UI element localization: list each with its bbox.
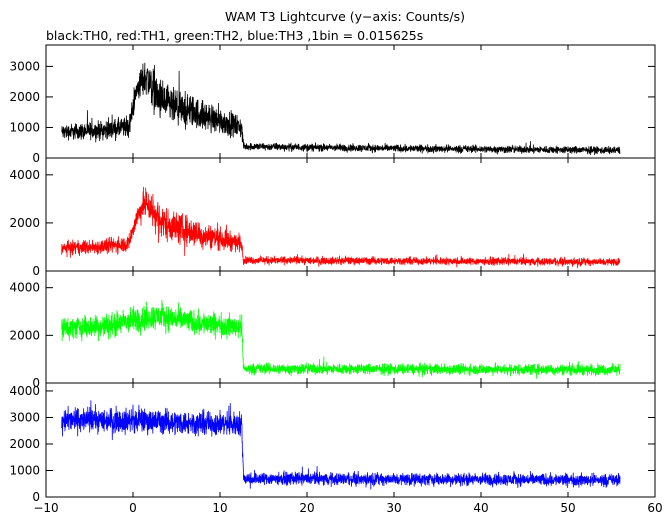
panel-frame: [45, 44, 656, 159]
plot-area: 0100020003000020004000020004000010002000…: [9, 44, 663, 515]
series-line-th2: [61, 299, 621, 379]
y-tick-label: 0: [32, 264, 40, 278]
x-tick-label: 20: [299, 501, 314, 515]
y-tick-label: 3000: [9, 59, 40, 73]
y-tick-label: 0: [32, 151, 40, 165]
y-tick-label: 2000: [9, 216, 40, 230]
x-axis-labels: −10 0 10 20 30 40 50 60: [33, 501, 662, 515]
x-tick-label: 30: [386, 501, 401, 515]
x-tick-label: 60: [647, 501, 662, 515]
y-tick-label: 1000: [9, 463, 40, 477]
series-line-th1: [61, 186, 621, 269]
panel-th0: 0 1000 2000 3000: [9, 44, 656, 165]
chart-subtitle: black:TH0, red:TH1, green:TH2, blue:TH3 …: [46, 28, 423, 43]
x-tick-label: 0: [129, 501, 137, 515]
y-tick-label: 4000: [9, 168, 40, 182]
y-tick-label: 3000: [9, 410, 40, 424]
y-tick-label: 0: [32, 376, 40, 390]
series-line-th3: [61, 400, 621, 490]
x-tick-label: 10: [212, 501, 227, 515]
y-tick-label: 0: [32, 490, 40, 504]
panel-th1: 0 2000 4000: [9, 157, 656, 278]
panel-th2: 0 2000 4000: [9, 270, 656, 390]
x-tick-label: 40: [473, 501, 488, 515]
panel-th3: 0 1000 2000 3000 4000: [9, 382, 656, 504]
x-tick-label: −10: [33, 501, 58, 515]
panel-frame: [45, 382, 656, 498]
y-tick-label: 4000: [9, 384, 40, 398]
y-tick-label: 1000: [9, 120, 40, 134]
chart-title: WAM T3 Lightcurve (y−axis: Counts/s): [225, 9, 465, 24]
y-tick-label: 4000: [9, 281, 40, 295]
series-line-th0: [61, 62, 621, 156]
y-tick-label: 2000: [9, 437, 40, 451]
y-tick-label: 2000: [9, 328, 40, 342]
y-tick-label: 2000: [9, 90, 40, 104]
x-tick-label: 50: [560, 501, 575, 515]
